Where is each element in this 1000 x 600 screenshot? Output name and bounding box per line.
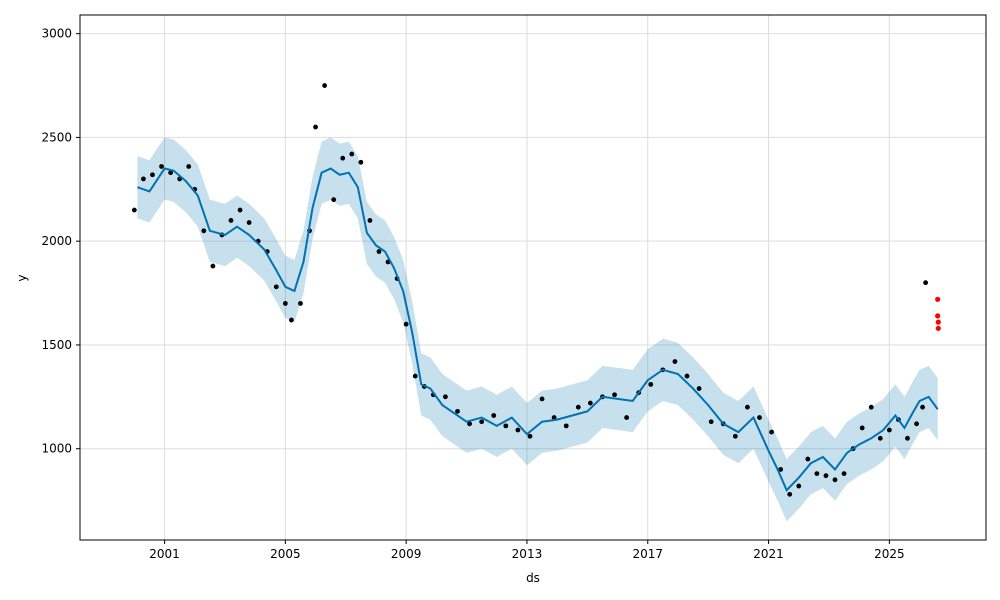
observed-point xyxy=(479,419,485,425)
y-tick-label: 1000 xyxy=(41,442,72,456)
observed-point xyxy=(455,408,460,414)
plot-area xyxy=(80,15,986,540)
observed-point xyxy=(228,218,234,223)
y-tick-label: 3000 xyxy=(41,27,72,41)
observed-point xyxy=(150,172,155,178)
observed-point xyxy=(696,386,702,391)
observed-point xyxy=(298,301,303,306)
observed-point xyxy=(612,392,617,398)
recent-point xyxy=(935,313,941,319)
observed-point xyxy=(732,433,738,439)
observed-point xyxy=(376,249,382,254)
observed-point xyxy=(503,423,509,429)
x-tick-label: 2013 xyxy=(512,547,543,561)
trend-line xyxy=(137,167,939,492)
observed-point xyxy=(289,317,294,323)
x-tick-label: 2001 xyxy=(149,547,180,561)
recent-point xyxy=(935,325,941,331)
observed-point xyxy=(745,404,750,410)
observed-point xyxy=(684,373,690,379)
y-axis: 1000 1500 2000 2500 3000 xyxy=(41,27,80,456)
observed-point xyxy=(237,207,243,213)
x-tick-label: 2017 xyxy=(632,547,663,561)
observed-point xyxy=(515,427,521,433)
observed-point xyxy=(805,456,811,462)
observed-point xyxy=(282,301,288,306)
observed-point xyxy=(877,435,883,441)
observed-point xyxy=(367,218,373,223)
observed-point xyxy=(587,400,593,406)
y-tick-label: 2000 xyxy=(41,234,72,248)
trend-line-path xyxy=(137,167,939,492)
observed-point xyxy=(868,404,874,410)
x-tick-label: 2009 xyxy=(391,547,422,561)
observed-point xyxy=(624,415,630,420)
observed-point xyxy=(708,419,714,425)
observed-point xyxy=(168,170,174,176)
recent-points xyxy=(935,296,941,331)
y-axis-label: y xyxy=(15,274,29,281)
observed-point xyxy=(246,220,252,225)
observed-point xyxy=(814,471,820,476)
observed-point xyxy=(349,151,355,157)
observed-point xyxy=(923,280,928,286)
uncertainty-band xyxy=(137,137,938,522)
recent-point xyxy=(935,296,941,302)
observed-point xyxy=(575,404,581,410)
observed-point xyxy=(648,381,654,387)
x-axis: 2001 2005 2009 2013 2017 2021 2025 xyxy=(149,540,905,561)
observed-point xyxy=(322,83,328,88)
observed-points xyxy=(131,83,928,497)
observed-point xyxy=(412,373,418,379)
observed-point xyxy=(832,477,838,483)
observed-point xyxy=(796,483,802,489)
observed-point xyxy=(131,207,137,213)
observed-point xyxy=(787,491,793,497)
observed-point xyxy=(340,155,346,161)
observed-point xyxy=(313,124,318,130)
observed-point xyxy=(914,421,919,427)
observed-point xyxy=(841,471,847,476)
x-axis-label: ds xyxy=(526,571,540,585)
observed-point xyxy=(443,394,448,400)
observed-point xyxy=(186,164,192,169)
observed-point xyxy=(563,423,569,429)
x-tick-label: 2025 xyxy=(874,547,905,561)
x-tick-label: 2021 xyxy=(753,547,784,561)
uncertainty-band-area xyxy=(137,137,938,522)
observed-point xyxy=(201,228,207,234)
grid-lines xyxy=(80,15,986,540)
observed-point xyxy=(920,404,925,410)
observed-point xyxy=(331,197,337,203)
observed-point xyxy=(823,473,829,479)
observed-point xyxy=(769,429,774,435)
observed-point xyxy=(467,421,472,427)
observed-point xyxy=(539,396,545,402)
observed-point xyxy=(527,433,533,439)
observed-point xyxy=(210,263,216,269)
observed-point xyxy=(859,425,865,431)
observed-point xyxy=(757,415,762,420)
observed-point xyxy=(273,284,279,290)
observed-point xyxy=(905,435,910,441)
observed-point xyxy=(778,467,784,472)
observed-point xyxy=(551,415,557,420)
y-tick-label: 1500 xyxy=(41,338,72,352)
x-tick-label: 2005 xyxy=(270,547,301,561)
observed-point xyxy=(672,359,678,364)
observed-point xyxy=(159,164,164,169)
observed-point xyxy=(358,159,364,165)
observed-point xyxy=(886,427,892,433)
y-tick-label: 2500 xyxy=(41,130,72,144)
observed-point xyxy=(403,321,409,327)
observed-point xyxy=(491,413,497,418)
plot-frame xyxy=(79,14,987,541)
recent-point xyxy=(935,319,941,325)
observed-point xyxy=(141,176,146,182)
